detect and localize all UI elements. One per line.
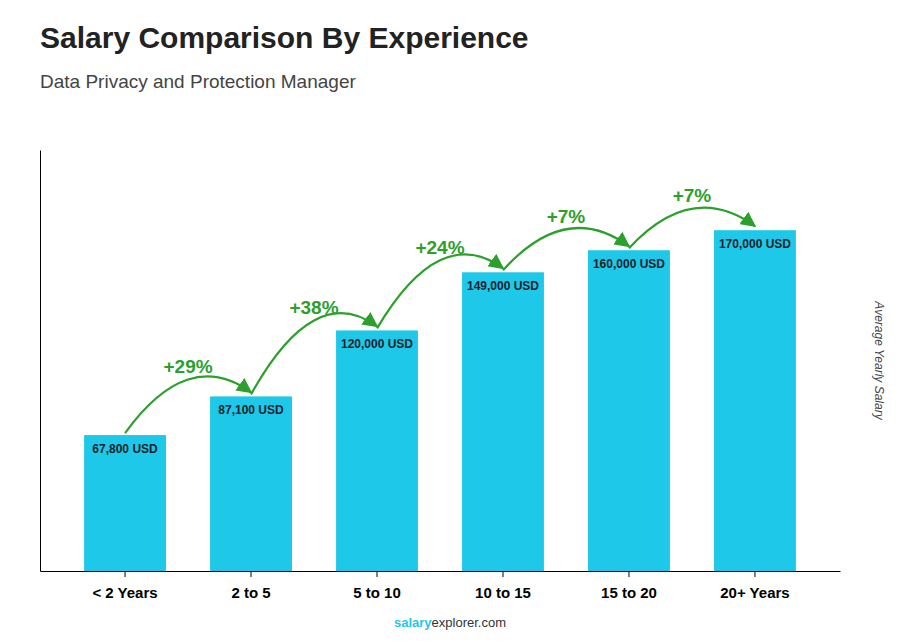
x-tick: 5 to 10 [353, 571, 401, 601]
x-tick-mark [502, 571, 503, 577]
x-tick-label: 20+ Years [720, 584, 789, 601]
change-label: +7% [673, 185, 712, 206]
change-arrow [125, 376, 251, 433]
x-axis-line [41, 571, 841, 572]
data-labels: 67,800 USD 87,100 USD 120,000 USD 149,000 U… [92, 237, 791, 456]
x-tick: 10 to 15 [475, 571, 531, 601]
change-arrow [251, 313, 377, 394]
title: Salary Comparison By Experience [40, 21, 529, 54]
bar [462, 272, 544, 571]
data-label: 67,800 USD [92, 442, 158, 456]
data-label: 170,000 USD [719, 237, 791, 251]
change-arrow [377, 254, 503, 328]
x-tick: 20+ Years [720, 571, 789, 601]
x-axis: < 2 Years 2 to 5 5 to 10 10 to 15 15 to 20 20… [41, 571, 841, 601]
change-label: +29% [163, 356, 212, 377]
change-annotations: +29% +38% +24% +7% +7% [125, 185, 755, 433]
bars [84, 230, 796, 571]
bar [714, 230, 796, 571]
bar [210, 396, 292, 571]
footer-part: salary [394, 615, 432, 630]
x-tick-label: 5 to 10 [353, 584, 401, 601]
x-tick-mark [251, 571, 252, 577]
x-tick-label: 10 to 15 [475, 584, 531, 601]
x-tick-label: 15 to 20 [601, 584, 657, 601]
data-label: 149,000 USD [467, 279, 539, 293]
data-label: 120,000 USD [341, 337, 413, 351]
x-tick-mark [754, 571, 755, 577]
footer: salaryexplorer.com [394, 615, 506, 630]
x-tick: 2 to 5 [231, 571, 270, 601]
chart: Salary Comparison By Experience Data Priv… [0, 0, 900, 641]
y-axis [40, 151, 41, 572]
bar [336, 330, 418, 571]
x-tick-mark [377, 571, 378, 577]
bar [588, 250, 670, 571]
footer-part: explorer.com [432, 615, 506, 630]
change-label: +7% [547, 206, 586, 227]
subtitle: Data Privacy and Protection Manager [40, 71, 356, 92]
x-tick-label: 2 to 5 [231, 584, 270, 601]
y-axis-title: Average Yearly Salary [872, 300, 886, 420]
y-axis-line [40, 151, 41, 572]
x-tick-mark [628, 571, 629, 577]
x-tick-mark [125, 571, 126, 577]
change-label: +38% [289, 297, 338, 318]
x-tick-label: < 2 Years [92, 584, 157, 601]
bar [84, 435, 166, 571]
change-arrow [629, 208, 755, 249]
x-tick: < 2 Years [92, 571, 157, 601]
data-label: 87,100 USD [218, 403, 284, 417]
plot: < 2 Years 2 to 5 5 to 10 10 to 15 15 to 20 20… [41, 151, 841, 602]
change-label: +24% [415, 237, 464, 258]
x-tick: 15 to 20 [601, 571, 657, 601]
data-label: 160,000 USD [593, 257, 665, 271]
change-arrow [503, 228, 629, 270]
